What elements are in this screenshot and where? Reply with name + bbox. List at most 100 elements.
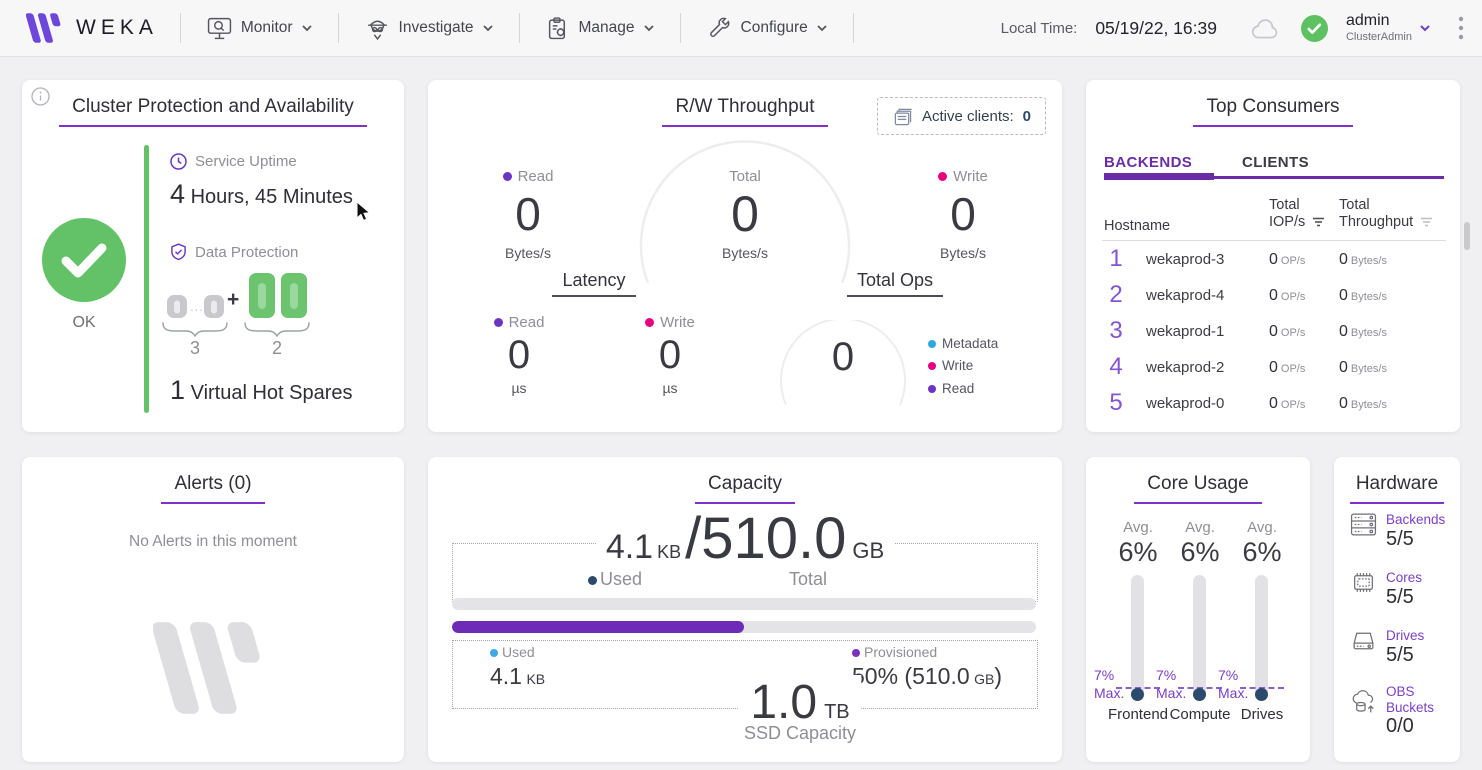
nav-divider xyxy=(179,13,181,43)
capacity-total-label: Total xyxy=(788,569,828,589)
avg-label: Avg. xyxy=(1247,519,1277,536)
info-icon[interactable] xyxy=(31,87,50,106)
user-name: admin xyxy=(1345,12,1390,30)
cluster-protection-card: Cluster Protection and Availability OK S… xyxy=(22,80,404,432)
tab-backends[interactable]: BACKENDS xyxy=(1104,154,1193,171)
weka-logo[interactable]: WEKA xyxy=(0,13,180,43)
shield-check-icon xyxy=(171,243,186,261)
table-row[interactable]: 3 wekaprod-1 0 OP/s 0 Bytes/s xyxy=(1109,317,1387,344)
weka-watermark-icon xyxy=(153,622,260,714)
alerts-empty-text: No Alerts in this moment xyxy=(129,533,297,550)
latency-title: Latency xyxy=(524,270,664,297)
nav-label-manage: Manage xyxy=(578,19,635,36)
latency-read: Read 0 µs xyxy=(464,314,574,396)
green-divider xyxy=(144,145,149,413)
total-ops-title: Total Ops xyxy=(825,270,965,297)
clock-icon xyxy=(170,153,187,170)
capacity-card: Capacity 4.1 KB / 510.0 GB Used Total Us… xyxy=(428,457,1062,762)
capacity-provisioned-bar xyxy=(452,621,1036,633)
top-nav: WEKA Monitor Investigate xyxy=(0,0,1482,57)
cpu-icon xyxy=(1354,573,1373,592)
data-block-ellipsis: ... xyxy=(190,299,204,314)
nav-divider xyxy=(679,13,681,43)
write-dot-icon xyxy=(938,172,948,181)
local-time-value: 05/19/22, 16:39 xyxy=(1095,17,1217,38)
service-uptime-label: Service Uptime xyxy=(170,153,297,170)
chevron-down-icon xyxy=(482,24,493,31)
active-clients-badge[interactable]: Active clients: 0 xyxy=(876,97,1046,135)
status-label: OK xyxy=(72,314,96,331)
core-usage-bar xyxy=(1131,575,1144,700)
provisioned-label: Provisioned xyxy=(852,644,937,660)
active-clients-value: 0 xyxy=(1022,107,1031,125)
table-row[interactable]: 2 wekaprod-4 0 OP/s 0 Bytes/s xyxy=(1109,281,1387,308)
alerts-card: Alerts (0) No Alerts in this moment xyxy=(22,457,404,762)
rw-throughput-card: R/W Throughput Active clients: 0 Read 0 … xyxy=(428,80,1062,432)
hardware-item-backends[interactable]: Backends 5/5 xyxy=(1350,512,1445,551)
max-value: 7% Max. xyxy=(1218,667,1249,701)
nav-menu-manage[interactable]: Manage xyxy=(520,0,680,56)
cloud-icon[interactable] xyxy=(1249,16,1283,41)
scrollbar-thumb[interactable] xyxy=(1464,222,1470,250)
service-uptime-value: 4 Hours, 45 Minutes xyxy=(170,179,353,209)
data-count: 3 xyxy=(189,338,200,358)
core-usage-dot xyxy=(1255,688,1268,701)
core-usage-col-name: Compute xyxy=(1169,706,1231,723)
protection-block xyxy=(281,273,307,318)
col-header-iops[interactable]: Total IOP/s xyxy=(1269,197,1325,232)
avg-value: 6% xyxy=(1180,537,1220,567)
nav-menu-configure[interactable]: Configure xyxy=(681,0,853,56)
avg-value: 6% xyxy=(1118,537,1158,567)
hardware-item-drives[interactable]: Drives 5/5 xyxy=(1350,628,1424,667)
plus-sign: + xyxy=(227,288,240,311)
total-ops-legend: Metadata Write Read xyxy=(928,333,998,400)
monitor-icon xyxy=(207,17,232,39)
card-title: Cluster Protection and Availability xyxy=(22,96,404,127)
col-header-hostname[interactable]: Hostname xyxy=(1104,218,1171,234)
nav-divider xyxy=(852,13,854,43)
kebab-menu-icon[interactable] xyxy=(1458,16,1464,40)
underbrace xyxy=(162,322,228,337)
manage-icon xyxy=(548,16,565,39)
tab-bar-underline xyxy=(1104,176,1444,179)
local-time-label: Local Time: xyxy=(1000,19,1078,37)
col-header-throughput[interactable]: Total Throughput xyxy=(1339,197,1433,232)
card-title: Hardware xyxy=(1334,473,1460,504)
used-dot-icon xyxy=(490,649,498,657)
card-title: R/W Throughput xyxy=(428,96,1062,127)
header-divider xyxy=(1102,240,1446,241)
core-usage-card: Core Usage Avg. 6% 7% Max. Frontend Avg. … xyxy=(1086,457,1310,762)
configure-icon xyxy=(709,17,729,37)
investigate-icon xyxy=(367,19,387,40)
tab-clients[interactable]: CLIENTS xyxy=(1242,154,1309,171)
nav-menu-monitor[interactable]: Monitor xyxy=(181,0,338,56)
active-tab-underline xyxy=(1104,173,1214,180)
clients-papers-icon xyxy=(894,108,912,125)
status-ok-icon xyxy=(42,218,126,302)
hardware-item-cores[interactable]: Cores 5/5 xyxy=(1350,570,1422,609)
top-consumers-card: Top Consumers BACKENDS CLIENTS Hostname … xyxy=(1086,80,1460,432)
nav-menu-investigate[interactable]: Investigate xyxy=(339,0,519,56)
mouse-cursor xyxy=(356,201,371,222)
card-title: Capacity xyxy=(428,473,1062,504)
throughput-total: Total 0 Bytes/s xyxy=(722,168,768,261)
nav-divider xyxy=(337,13,339,43)
table-row[interactable]: 1 wekaprod-3 0 OP/s 0 Bytes/s xyxy=(1109,245,1387,272)
table-row[interactable]: 5 wekaprod-0 0 OP/s 0 Bytes/s xyxy=(1109,389,1387,416)
hardware-item-obs-buckets[interactable]: OBS Buckets 0/0 xyxy=(1350,684,1446,738)
drive-icon xyxy=(1353,632,1374,650)
provisioned-dot-icon xyxy=(852,649,860,657)
max-value: 7% Max. xyxy=(1156,667,1187,701)
card-title: Core Usage xyxy=(1086,473,1310,504)
avg-value: 6% xyxy=(1242,537,1282,567)
max-value: 7% Max. xyxy=(1094,667,1125,701)
latency-write: Write 0 µs xyxy=(615,314,725,396)
protection-count: 2 xyxy=(271,338,282,358)
table-row[interactable]: 4 wekaprod-2 0 OP/s 0 Bytes/s xyxy=(1109,353,1387,380)
protection-block xyxy=(249,273,275,318)
user-menu[interactable]: admin ClusterAdmin xyxy=(1346,12,1430,43)
capacity-headline: 4.1 KB / 510.0 GB xyxy=(428,505,1062,572)
cluster-status-ok-icon[interactable] xyxy=(1300,14,1328,42)
write-dot-icon xyxy=(928,362,936,371)
core-usage-col-name: Drives xyxy=(1240,706,1284,723)
